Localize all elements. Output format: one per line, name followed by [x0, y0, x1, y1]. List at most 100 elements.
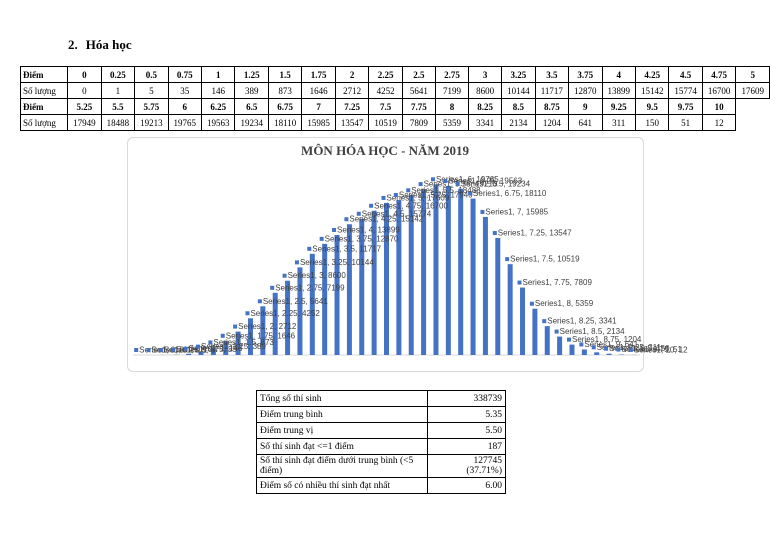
label-marker — [134, 348, 139, 352]
table-cell: 17609 — [735, 82, 770, 99]
bar — [285, 280, 291, 355]
table-row: Điểm trung vị 5.50 — [256, 422, 506, 439]
data-label: Series1, 2, 2712 — [238, 322, 297, 331]
bar — [581, 349, 587, 355]
bar — [359, 218, 365, 355]
bar — [334, 234, 340, 355]
label-marker — [505, 257, 510, 262]
data-label: Series1, 3.25, 10144 — [300, 258, 374, 267]
label-marker — [455, 181, 460, 186]
summary-label: Tổng số thí sinh — [256, 390, 428, 407]
label-marker — [146, 347, 151, 352]
label-marker — [542, 319, 547, 324]
bar — [247, 318, 253, 355]
label-marker — [591, 345, 596, 350]
bar — [594, 352, 600, 355]
heading-title: Hóa học — [85, 37, 132, 52]
data-label: Series1, 2.75, 7199 — [275, 283, 345, 292]
label-marker — [245, 311, 250, 316]
label-marker — [233, 324, 238, 329]
bar — [198, 351, 204, 355]
label-marker — [171, 347, 176, 352]
bar — [445, 186, 451, 355]
label-marker — [430, 177, 435, 182]
label-marker — [579, 342, 584, 347]
data-label: Series1, 3.5, 11717 — [312, 244, 381, 253]
label-marker — [369, 203, 374, 208]
table-cell: 7.5 — [368, 98, 403, 115]
label-marker — [220, 333, 225, 338]
label-marker — [196, 344, 201, 349]
data-label: Series1, 5.25, 17949 — [399, 190, 473, 199]
table-row: Điểm trung bình 5.35 — [256, 406, 506, 423]
section-heading: 2. Hóa học — [68, 37, 132, 53]
label-marker — [566, 337, 571, 342]
bar — [458, 188, 464, 355]
label-marker — [158, 347, 163, 352]
data-label: Series1, 4.75, 16700 — [374, 201, 448, 210]
table-row: Điểm 5.25 5.5 5.75 6 6.25 6.5 6.75 7 7.25 7.5 7.75 8… — [19, 98, 770, 115]
bar — [384, 202, 389, 355]
label-marker — [282, 273, 287, 278]
bar — [322, 243, 328, 355]
label-marker — [257, 299, 262, 304]
bar — [421, 189, 427, 355]
bar — [557, 336, 563, 355]
data-label: Series1, 1.75, 1646 — [226, 331, 296, 340]
label-marker — [381, 195, 386, 200]
bar — [297, 267, 303, 355]
data-label: Series1, 4.25, 15142 — [349, 215, 423, 224]
data-label: Series1, 6.75, 18110 — [473, 189, 547, 198]
data-label: Series1, 1, 146 — [189, 344, 243, 353]
label-marker — [270, 285, 275, 290]
score-table: Điểm 0 0.25 0.5 0.75 1 1.25 1.5 1.75 2 2.25 2.5 2.75… — [19, 66, 770, 131]
table-cell: 12 — [701, 114, 737, 131]
summary-value-line: 127745 — [473, 456, 503, 466]
table-cell: 19234 — [234, 114, 269, 131]
label-marker — [183, 346, 188, 351]
data-label: Series1, 4, 13899 — [337, 225, 400, 234]
heading-number: 2. — [68, 37, 78, 52]
data-label: Series1, 7.25, 13547 — [498, 229, 572, 238]
summary-value: 127745 (37.71%) — [427, 454, 506, 478]
summary-label: Số thí sinh đạt điểm dưới trung bình (<5… — [256, 454, 428, 478]
label-marker — [356, 211, 361, 216]
table-cell: 13547 — [334, 114, 370, 131]
table-cell: 10519 — [368, 114, 403, 131]
bar — [186, 353, 192, 355]
table-cell: 18110 — [267, 114, 303, 131]
label-marker — [393, 192, 398, 197]
table-cell: Số lượng — [19, 114, 69, 131]
chart-title: MÔN HÓA HỌC - NĂM 2019 — [301, 143, 469, 158]
label-marker — [332, 227, 337, 232]
table-row: Số lượng 17949 18488 19213 19765 19563 19234 18… — [19, 114, 770, 131]
data-label: Series1, 8, 5359 — [535, 299, 594, 308]
data-label: Series1, 0.75, 35 — [176, 345, 237, 354]
data-label: Series1, 0.5, 5 — [164, 345, 216, 354]
bar — [309, 253, 315, 355]
bar — [532, 308, 538, 355]
data-label: Series1, 8.75, 1204 — [572, 335, 642, 344]
table-cell: 16700 — [701, 82, 737, 99]
label-marker — [468, 191, 473, 196]
data-label: Series1, 7.75, 7809 — [523, 278, 593, 287]
data-label: Series1, 9.75, 51 — [621, 345, 682, 354]
data-label: Series1, 0.25, 1 — [152, 345, 209, 354]
label-marker — [406, 188, 411, 193]
data-label: Series1, 5.5, 18488 — [411, 186, 481, 195]
summary-label: Điểm số có nhiều thí sinh đạt nhất — [256, 477, 428, 494]
data-label: Series1, 1.5, 873 — [213, 338, 274, 347]
label-marker — [628, 347, 633, 352]
bar — [470, 198, 476, 355]
label-marker — [208, 340, 213, 345]
table-row: Tổng số thí sinh 338739 — [256, 390, 506, 407]
data-label: Series1, 8.5, 2134 — [560, 327, 625, 336]
bar — [606, 353, 612, 355]
data-label: Series1, 6.5, 19234 — [461, 179, 531, 188]
label-marker — [604, 346, 609, 351]
table-cell: 2134 — [501, 114, 536, 131]
summary-table: Tổng số thí sinh 338739 Điểm trung bình 5.3… — [256, 390, 506, 494]
bar — [544, 326, 550, 355]
label-marker — [554, 329, 559, 334]
